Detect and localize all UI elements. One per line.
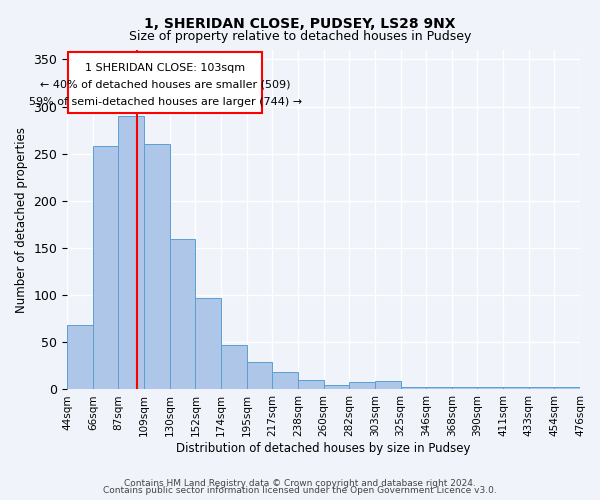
Bar	[144, 144, 170, 390]
Bar	[478, 386, 503, 390]
Bar	[196, 298, 221, 390]
Bar	[554, 386, 580, 390]
Y-axis label: Number of detached properties: Number of detached properties	[15, 126, 28, 312]
Bar	[221, 345, 247, 390]
Bar	[426, 386, 452, 390]
Bar	[349, 382, 375, 390]
Bar	[272, 372, 298, 390]
Bar	[401, 386, 426, 390]
Text: Contains public sector information licensed under the Open Government Licence v3: Contains public sector information licen…	[103, 486, 497, 495]
X-axis label: Distribution of detached houses by size in Pudsey: Distribution of detached houses by size …	[176, 442, 471, 455]
Text: Size of property relative to detached houses in Pudsey: Size of property relative to detached ho…	[129, 30, 471, 43]
Text: 1, SHERIDAN CLOSE, PUDSEY, LS28 9NX: 1, SHERIDAN CLOSE, PUDSEY, LS28 9NX	[144, 18, 456, 32]
Bar	[298, 380, 323, 390]
Bar	[93, 146, 118, 390]
Bar	[67, 326, 93, 390]
Text: ← 40% of detached houses are smaller (509): ← 40% of detached houses are smaller (50…	[40, 80, 290, 90]
Bar	[375, 381, 401, 390]
Text: 59% of semi-detached houses are larger (744) →: 59% of semi-detached houses are larger (…	[29, 96, 302, 106]
Bar	[452, 386, 478, 390]
Bar	[529, 386, 554, 390]
Bar	[323, 384, 349, 390]
Bar	[247, 362, 272, 390]
Text: Contains HM Land Registry data © Crown copyright and database right 2024.: Contains HM Land Registry data © Crown c…	[124, 478, 476, 488]
Bar	[503, 386, 529, 390]
FancyBboxPatch shape	[68, 52, 262, 113]
Bar	[118, 116, 144, 390]
Bar	[170, 238, 196, 390]
Text: 1 SHERIDAN CLOSE: 103sqm: 1 SHERIDAN CLOSE: 103sqm	[85, 64, 245, 74]
